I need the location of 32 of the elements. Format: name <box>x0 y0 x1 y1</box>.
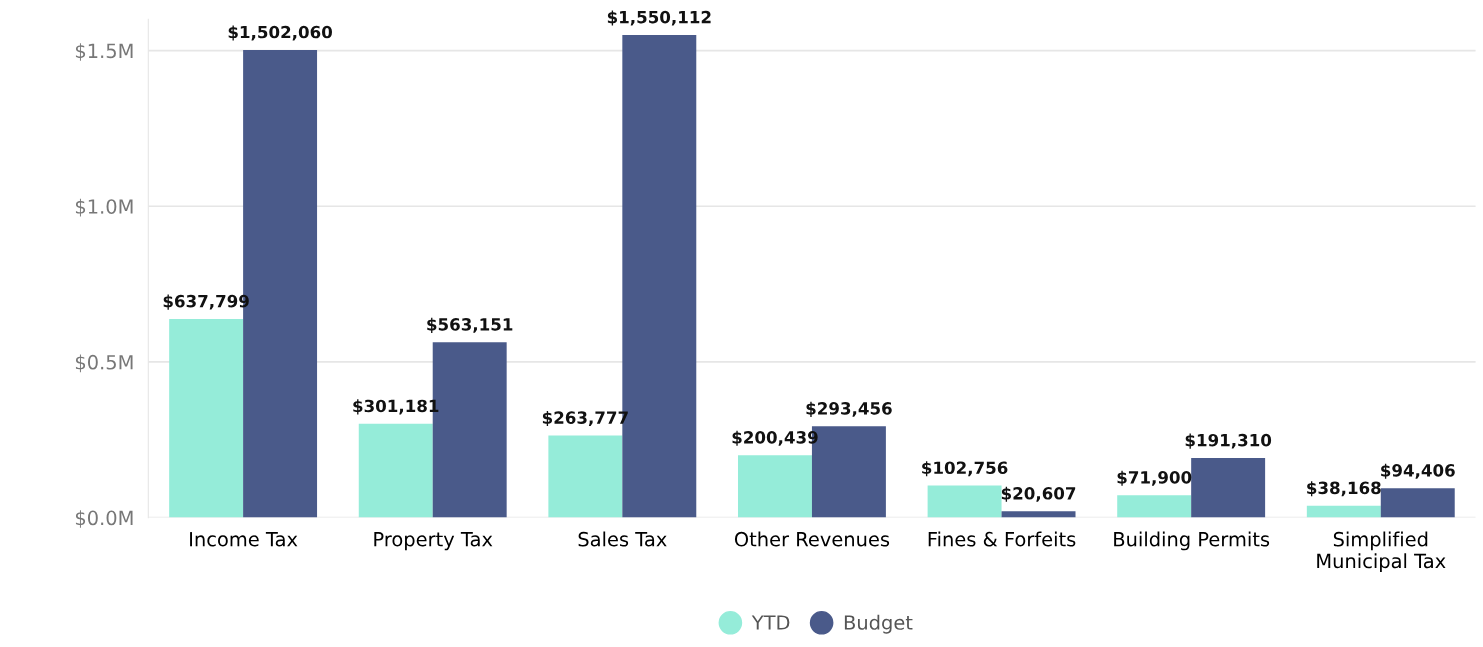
y-tick-label: $1.5M <box>75 43 133 61</box>
x-tick-label: Simplified Municipal Tax <box>1317 531 1446 573</box>
bar <box>548 435 623 518</box>
bar <box>1380 488 1455 518</box>
x-tick-label: Sales Tax <box>578 531 667 547</box>
bar <box>737 455 812 518</box>
data-label: $1,502,060 <box>228 25 332 41</box>
bar <box>1306 505 1381 518</box>
data-label: $20,607 <box>1001 486 1076 502</box>
y-tick-label: $1.0M <box>75 198 133 217</box>
legend-label: YTD <box>751 615 790 630</box>
x-tick-label: Fines & Forfeits <box>928 531 1076 547</box>
legend-label: Budget <box>844 614 913 634</box>
data-label: $191,310 <box>1185 433 1272 449</box>
data-label: $102,756 <box>922 461 1008 477</box>
y-tick-label: $0.0M <box>75 510 133 528</box>
x-tick-label: Building Permits <box>1114 531 1270 551</box>
y-tick-label: $0.5M <box>75 354 133 373</box>
x-tick-label: Income Tax <box>190 532 298 547</box>
x-tick-label: Other Revenues <box>734 531 890 547</box>
bar <box>1001 511 1076 518</box>
data-label: $38,168 <box>1307 481 1381 497</box>
data-label: $94,406 <box>1381 463 1455 479</box>
bar <box>358 423 433 518</box>
bar <box>1191 458 1266 518</box>
data-label: $293,456 <box>806 401 892 417</box>
x-tick-label: Property Tax <box>374 532 493 551</box>
bar <box>169 319 244 518</box>
data-label: $1,550,112 <box>607 10 711 26</box>
bar <box>1117 495 1192 518</box>
data-label: $563,151 <box>427 317 513 333</box>
bar <box>927 485 1002 518</box>
